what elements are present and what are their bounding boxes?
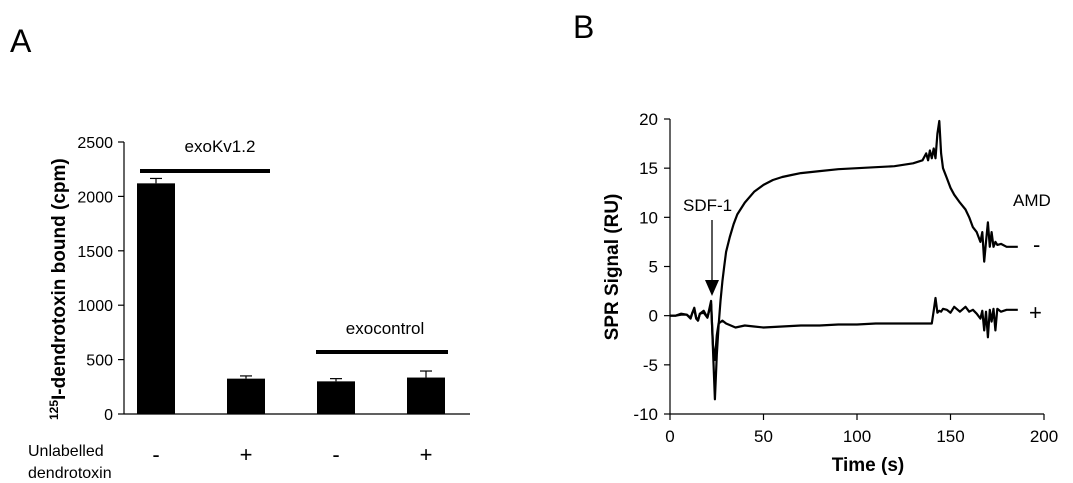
x-category-label: -	[152, 442, 159, 467]
sdf1-arrow-head	[705, 280, 719, 296]
b-x-tick-label: 0	[665, 427, 674, 446]
b-y-tick-label: 5	[649, 258, 658, 277]
b-y-tick-label: 10	[639, 208, 658, 227]
series-label-minus: -	[1033, 232, 1040, 257]
bar	[227, 378, 265, 414]
b-x-tick-label: 150	[936, 427, 964, 446]
b-y-axis-title: SPR Signal (RU)	[602, 194, 623, 341]
a-x-row-label-line1: Unlabelled	[28, 443, 104, 460]
a-y-tick-label: 2000	[77, 189, 113, 206]
a-y-axis-title-sup: 125	[47, 400, 61, 420]
bar	[407, 377, 445, 414]
a-y-tick-label: 2500	[77, 135, 113, 152]
x-category-label: -	[332, 442, 339, 467]
bar-chart-panel-a: 0 500 1000 1500 2000 2500 exoKv1.2 exocontrol…	[28, 135, 470, 482]
panel-label-b: B	[573, 9, 594, 45]
b-x-tick-label: 200	[1030, 427, 1058, 446]
panel-label-a: A	[10, 23, 32, 59]
a-y-tick-label: 500	[86, 353, 113, 370]
b-y-tick-label: 20	[639, 110, 658, 129]
a-y-axis-title: 125I-dendrotoxin bound (cpm)	[47, 158, 70, 420]
series-line-plus	[670, 296, 1018, 361]
group-label-exocontrol: exocontrol	[346, 319, 424, 338]
series-label-plus: +	[1029, 300, 1042, 325]
a-y-tick-label: 1500	[77, 244, 113, 261]
a-y-tick-label: 0	[104, 407, 113, 424]
series-line-minus	[670, 119, 1018, 401]
a-y-axis-title-main: I-dendrotoxin bound (cpm)	[49, 158, 70, 400]
b-x-tick-label: 50	[754, 427, 773, 446]
b-y-tick-label: 0	[649, 307, 658, 326]
a-y-tick-label: 1000	[77, 298, 113, 315]
bar	[137, 183, 175, 414]
x-category-label: +	[240, 442, 253, 467]
b-y-tick-label: -10	[633, 405, 658, 424]
annotation-sdf1: SDF-1	[683, 196, 732, 215]
x-category-label: +	[420, 442, 433, 467]
b-x-tick-label: 100	[843, 427, 871, 446]
b-y-tick-label: 15	[639, 159, 658, 178]
annotation-amd: AMD	[1013, 191, 1051, 210]
b-x-axis-title: Time (s)	[832, 455, 905, 476]
bar	[317, 381, 355, 414]
line-chart-panel-b: -10 -5 0 5 10 15 20 0 50 100 150 200 SPR Signal (R…	[602, 110, 1058, 476]
a-x-row-label-line2: dendrotoxin	[28, 465, 112, 482]
group-label-exokv12: exoKv1.2	[185, 137, 256, 156]
b-y-tick-label: -5	[643, 356, 658, 375]
